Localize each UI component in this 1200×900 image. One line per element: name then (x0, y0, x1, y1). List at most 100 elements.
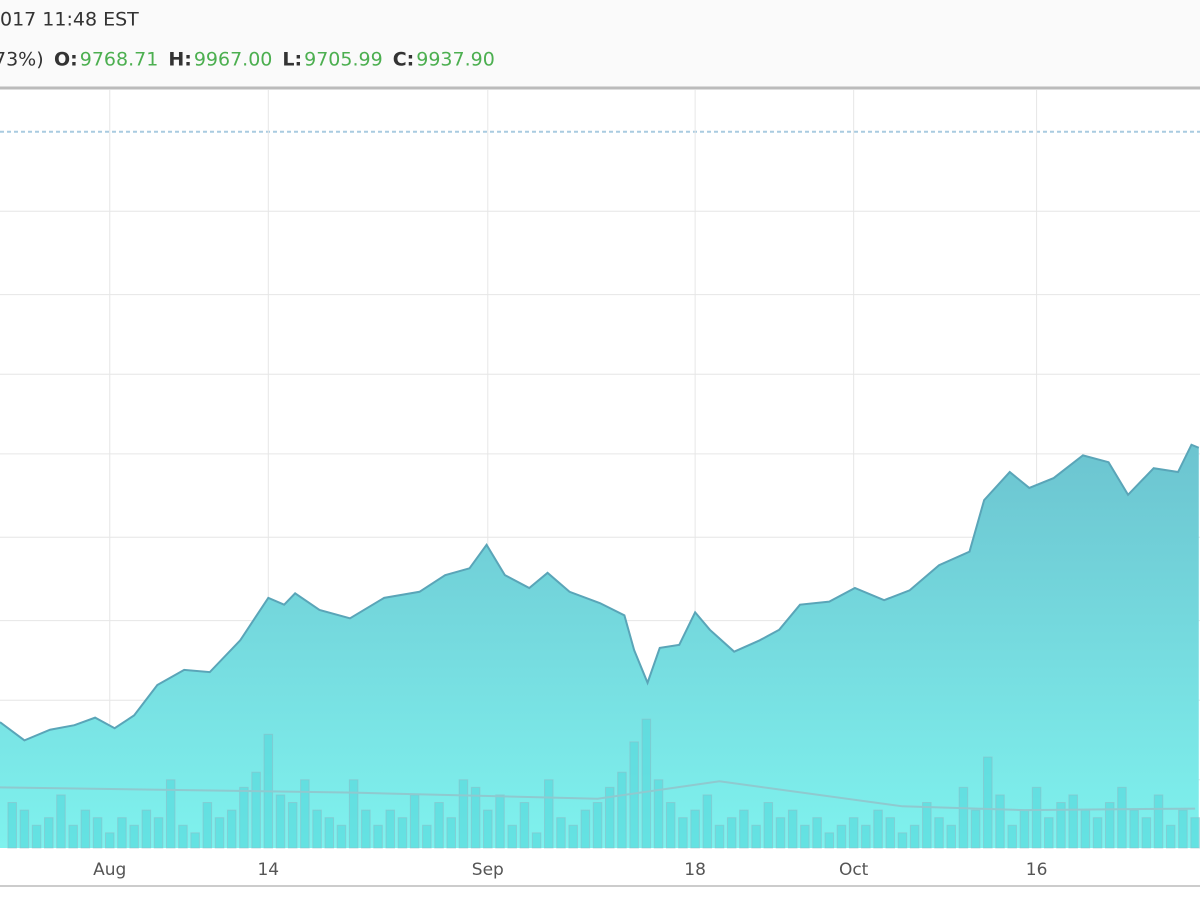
volume-bar (470, 786, 481, 849)
volume-bar (1190, 817, 1200, 849)
volume-bar (178, 824, 188, 849)
volume-bar (226, 809, 237, 849)
volume-bar (7, 802, 17, 849)
volume-bar (739, 809, 749, 849)
volume-bar (446, 817, 456, 849)
x-tick-label: Aug (93, 860, 126, 880)
volume-bar (946, 824, 956, 849)
volume-bar (1044, 817, 1054, 849)
volume-bar (44, 817, 54, 849)
volume-bar (934, 817, 944, 849)
volume-bar (519, 802, 530, 849)
volume-bar (544, 779, 554, 849)
volume-bar (80, 809, 91, 849)
volume-bar (580, 809, 591, 849)
volume-bar (104, 832, 115, 849)
volume-bar (385, 809, 396, 849)
header-bar (0, 0, 1200, 88)
volume-bar (1117, 786, 1127, 849)
volume-bar (1178, 809, 1188, 849)
volume-bar (458, 779, 469, 849)
x-tick-label: Sep (472, 860, 504, 880)
volume-bar (214, 817, 225, 849)
volume-bar (897, 832, 908, 849)
volume-bar (483, 809, 493, 849)
volume-bar (19, 809, 30, 849)
volume-bar (983, 756, 993, 849)
volume-bar (1056, 802, 1066, 849)
volume-bar (434, 802, 444, 849)
volume-bar (702, 794, 713, 849)
x-tick-label: 18 (684, 860, 706, 880)
volume-bar (190, 832, 200, 849)
volume-bar (373, 824, 383, 849)
volume-bar (617, 771, 627, 849)
volume-bar (1019, 809, 1030, 849)
volume-bar (800, 824, 810, 849)
volume-bar (922, 802, 932, 849)
ohlc-label: O: (54, 49, 78, 71)
volume-bar (1080, 809, 1091, 849)
ohlc-value: 9705.99 (304, 49, 383, 71)
volume-bar (763, 802, 774, 849)
ohlc-label: H: (168, 49, 192, 71)
volume-bar (1092, 817, 1103, 849)
volume-bar (312, 809, 322, 849)
volume-bar (787, 809, 798, 849)
volume-bar (141, 809, 152, 849)
volume-bar (678, 817, 688, 849)
volume-bar (1141, 817, 1152, 849)
volume-bar (507, 824, 517, 849)
volume-bar (861, 824, 871, 849)
volume-bar (117, 817, 127, 849)
ohlc-value: 9937.90 (416, 49, 495, 71)
volume-bar (239, 786, 249, 849)
volume-bar (348, 779, 359, 849)
volume-bar (300, 779, 310, 849)
volume-bar (970, 809, 981, 849)
volume-bar (995, 794, 1005, 849)
ohlc-value: 9768.71 (80, 49, 159, 71)
volume-bar (641, 718, 652, 849)
volume-bar (1031, 786, 1042, 849)
volume-bar (909, 824, 920, 849)
volume-bar (68, 824, 78, 849)
volume-bar (653, 779, 664, 849)
volume-bar (1104, 802, 1115, 849)
volume-bar (873, 809, 883, 849)
volume-bar (751, 824, 761, 849)
ohlc-label: L: (282, 49, 302, 71)
volume-bar (1129, 809, 1139, 849)
volume-bar (495, 794, 505, 849)
volume-bar (604, 786, 615, 849)
volume-bar (556, 817, 566, 849)
volume-bar (165, 779, 176, 849)
x-tick-label: 16 (1026, 860, 1048, 880)
volume-bar (531, 832, 542, 849)
volume-bar (1007, 824, 1017, 849)
volume-bar (56, 794, 66, 849)
volume-bar (1165, 824, 1176, 849)
volume-bar (885, 817, 896, 849)
volume-bar (275, 794, 286, 849)
volume-bar (361, 809, 371, 849)
header-datetime: 017 11:48 EST (0, 9, 139, 31)
area-fill (0, 444, 1199, 848)
volume-bar (422, 824, 432, 849)
x-tick-label: Oct (839, 860, 869, 880)
volume-bar (726, 817, 737, 849)
volume-average-line (0, 780, 1196, 812)
volume-bar (665, 802, 676, 849)
volume-bar (324, 817, 335, 849)
header-change: 73%) (0, 49, 44, 71)
volume-bar (336, 824, 347, 849)
volume-bar (1068, 794, 1078, 849)
volume-bar (1153, 794, 1164, 849)
volume-bar (629, 741, 639, 849)
volume-bar (812, 817, 822, 849)
ohlc-value: 9967.00 (194, 49, 273, 71)
volume-bar (824, 832, 835, 849)
volume-bar (714, 824, 725, 849)
x-tick-label: 14 (257, 860, 279, 880)
